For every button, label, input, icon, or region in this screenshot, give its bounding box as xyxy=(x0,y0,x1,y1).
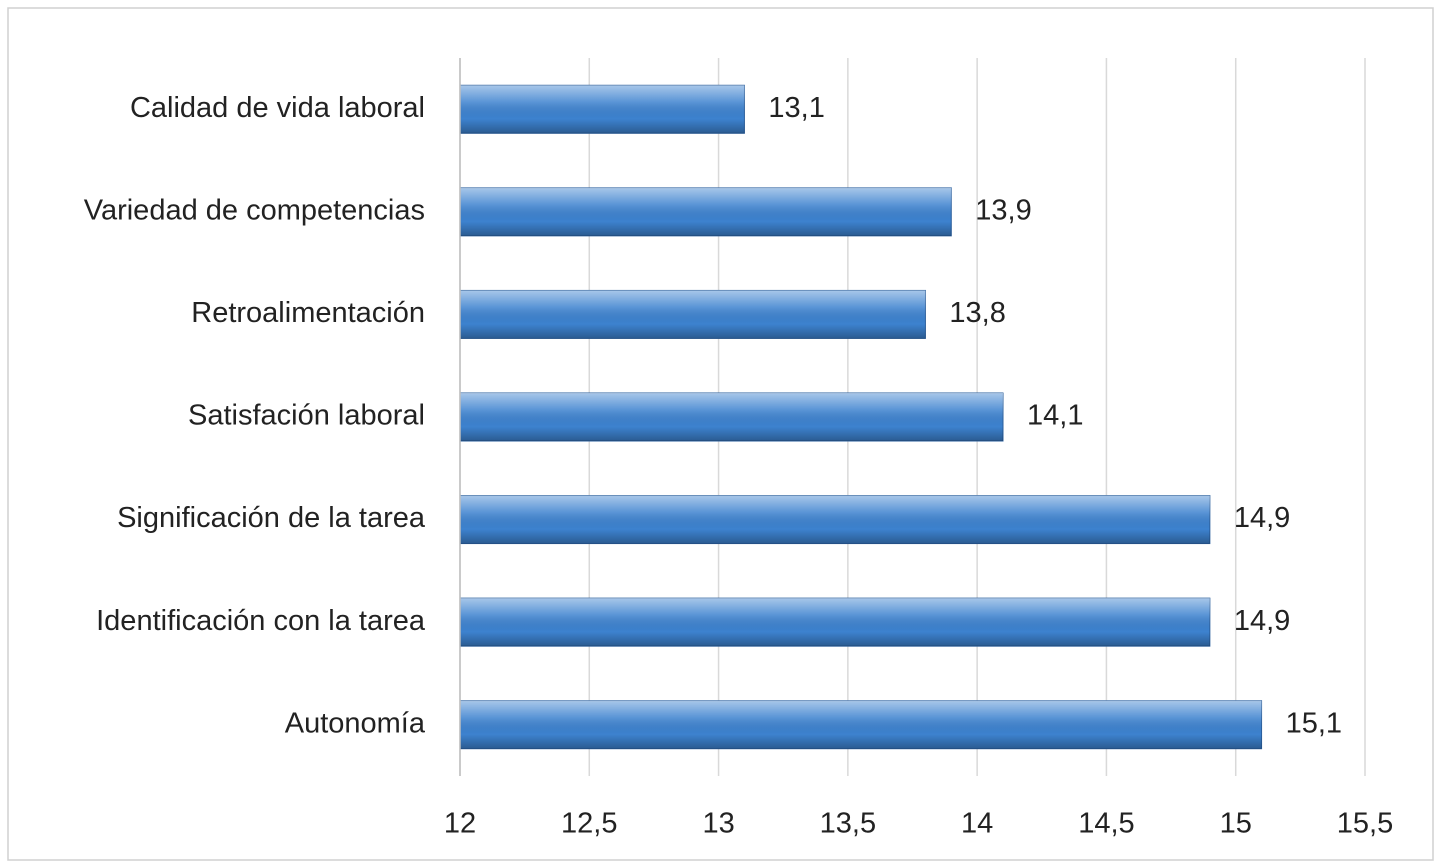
bar-shine xyxy=(460,700,1262,749)
y-tick-label: Calidad de vida laboral xyxy=(130,92,425,124)
frame xyxy=(7,7,1434,861)
x-tick-label: 13 xyxy=(702,808,734,840)
value-label: 14,9 xyxy=(1234,502,1290,534)
value-label: 14,1 xyxy=(1027,400,1083,432)
value-label: 15,1 xyxy=(1286,707,1342,739)
x-tick-label: 12,5 xyxy=(561,808,617,840)
y-tick-label: Autonomía xyxy=(285,707,426,739)
x-tick-label: 13,5 xyxy=(820,808,876,840)
x-tick-label: 14,5 xyxy=(1078,808,1134,840)
value-label: 13,9 xyxy=(975,195,1031,227)
value-label: 13,8 xyxy=(949,297,1005,329)
y-tick-label: Retroalimentación xyxy=(191,297,425,329)
bar-shine xyxy=(460,495,1210,544)
x-tick-label: 15,5 xyxy=(1337,808,1393,840)
bar-shine xyxy=(460,393,1003,441)
value-label: 13,1 xyxy=(768,92,824,124)
bar-shine xyxy=(460,85,745,134)
bar-shine xyxy=(460,290,926,339)
bar-shine xyxy=(460,187,952,236)
x-tick-label: 15 xyxy=(1220,808,1252,840)
value-label: 14,9 xyxy=(1234,605,1290,637)
y-tick-label: Significación de la tarea xyxy=(117,502,426,534)
y-tick-label: Satisfación laboral xyxy=(188,400,425,432)
y-tick-label: Variedad de competencias xyxy=(84,195,425,227)
x-tick-label: 14 xyxy=(961,808,993,840)
y-tick-label: Identificación con la tarea xyxy=(96,605,426,637)
x-tick-label: 12 xyxy=(444,808,476,840)
bar-shine xyxy=(460,598,1210,647)
